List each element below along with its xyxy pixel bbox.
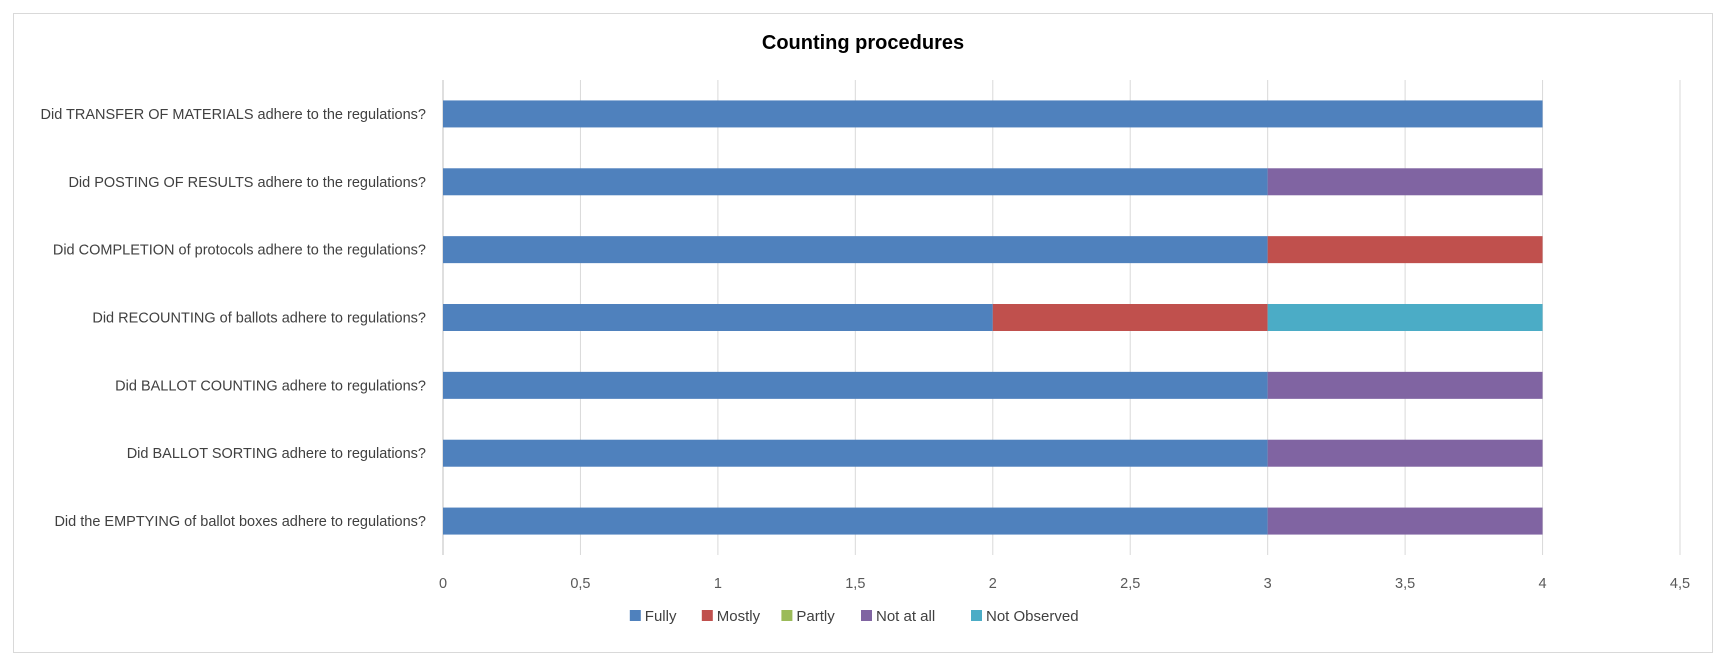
- legend-label: Mostly: [717, 608, 761, 625]
- x-tick-label: 0: [439, 576, 447, 592]
- category-label: Did the EMPTYING of ballot boxes adhere …: [54, 514, 426, 530]
- legend-label: Not Observed: [986, 608, 1079, 625]
- legend-swatch: [971, 610, 982, 621]
- bar-segment-fully: [443, 100, 1543, 128]
- legend-swatch: [781, 610, 793, 621]
- x-tick-label: 1,5: [845, 576, 865, 592]
- category-label: Did COMPLETION of protocols adhere to th…: [53, 243, 426, 259]
- bar-segment-fully: [443, 371, 1268, 399]
- bar-segment-fully: [443, 304, 993, 331]
- x-tick-label: 1: [714, 576, 722, 592]
- category-label: Did POSTING OF RESULTS adhere to the reg…: [68, 175, 426, 191]
- category-labels: Did TRANSFER OF MATERIALS adhere to the …: [41, 107, 426, 530]
- legend-label: Fully: [645, 608, 677, 625]
- category-label: Did TRANSFER OF MATERIALS adhere to the …: [41, 107, 426, 123]
- bars: [443, 100, 1543, 535]
- chart-title: Counting procedures: [762, 32, 964, 54]
- bar-segment-fully: [443, 439, 1268, 467]
- x-tick-label: 4: [1539, 576, 1547, 592]
- category-label: Did BALLOT SORTING adhere to regulations…: [127, 446, 426, 462]
- bar-segment-fully: [443, 507, 1268, 535]
- legend-label: Partly: [796, 608, 835, 625]
- x-tick-labels: 0 0,5 1 1,5 2 2,5 3 3,5 4 4,5: [439, 576, 1690, 592]
- legend: Fully Mostly Partly Not at all Not Observed: [629, 608, 1079, 625]
- bar-segment-mostly: [992, 304, 1268, 331]
- bar-segment-not-at-all: [1267, 439, 1543, 467]
- x-tick-label: 0,5: [570, 576, 590, 592]
- legend-swatch: [861, 610, 872, 621]
- bar-segment-not-at-all: [1267, 507, 1543, 535]
- bar-segment-not-at-all: [1267, 371, 1543, 399]
- bar-segment-mostly: [1267, 236, 1543, 264]
- bar-segment-not-at-all: [1267, 168, 1543, 196]
- category-label: Did RECOUNTING of ballots adhere to regu…: [92, 311, 426, 327]
- legend-label: Not at all: [876, 608, 935, 625]
- x-tick-label: 4,5: [1670, 576, 1690, 592]
- x-tick-label: 3,5: [1395, 576, 1415, 592]
- legend-swatch: [701, 610, 713, 621]
- bar-segment-fully: [443, 236, 1268, 264]
- category-label: Did BALLOT COUNTING adhere to regulation…: [115, 378, 426, 394]
- x-tick-label: 2: [989, 576, 997, 592]
- x-tick-label: 2,5: [1120, 576, 1140, 592]
- bar-segment-fully: [443, 168, 1268, 196]
- legend-swatch: [629, 610, 641, 621]
- bar-segment-not-observed: [1267, 304, 1543, 331]
- x-tick-label: 3: [1264, 576, 1272, 592]
